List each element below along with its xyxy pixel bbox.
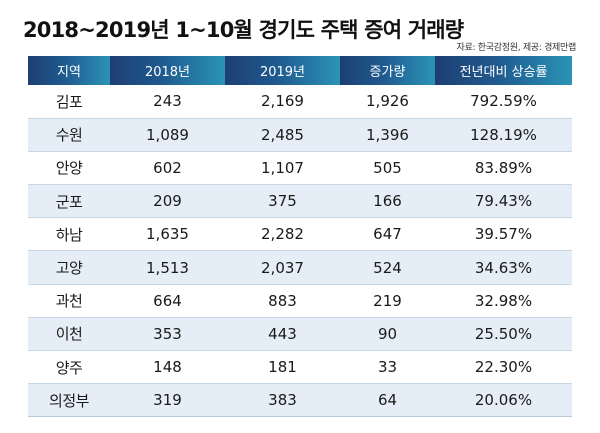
cell-increase: 64 (340, 383, 435, 418)
table-row: 과천 664 883 219 32.98% (28, 284, 572, 318)
cell-2018: 1,635 (110, 217, 225, 252)
cell-growth-rate: 79.43% (435, 184, 572, 219)
cell-increase: 166 (340, 184, 435, 219)
cell-increase: 219 (340, 284, 435, 318)
cell-2019: 2,169 (225, 85, 340, 119)
cell-2018: 1,513 (110, 250, 225, 285)
cell-2018: 148 (110, 350, 225, 385)
cell-growth-rate: 39.57% (435, 217, 572, 252)
cell-2019: 2,282 (225, 217, 340, 252)
cell-growth-rate: 32.98% (435, 284, 572, 318)
cell-2019: 2,037 (225, 250, 340, 285)
cell-2019: 883 (225, 284, 340, 318)
table-row: 고양 1,513 2,037 524 34.63% (28, 250, 572, 285)
table-row: 이천 353 443 90 25.50% (28, 317, 572, 352)
cell-2018: 209 (110, 184, 225, 219)
table-row: 안양 602 1,107 505 83.89% (28, 151, 572, 186)
cell-region: 의정부 (28, 383, 110, 418)
cell-2019: 375 (225, 184, 340, 219)
cell-increase: 1,396 (340, 118, 435, 152)
cell-increase: 33 (340, 350, 435, 385)
cell-2019: 2,485 (225, 118, 340, 152)
cell-increase: 1,926 (340, 85, 435, 119)
cell-2018: 602 (110, 151, 225, 186)
table-row: 군포 209 375 166 79.43% (28, 184, 572, 219)
cell-2019: 383 (225, 383, 340, 418)
cell-increase: 90 (340, 317, 435, 352)
data-table: 지역 2018년 2019년 증가량 전년대비 상승률 김포 243 2,169 1,… (28, 56, 572, 418)
cell-region: 군포 (28, 184, 110, 219)
cell-region: 과천 (28, 284, 110, 318)
cell-region: 하남 (28, 217, 110, 252)
cell-2019: 1,107 (225, 151, 340, 186)
table-header-row: 지역 2018년 2019년 증가량 전년대비 상승률 (28, 56, 572, 85)
source-note: 자료: 한국감정원, 제공: 경제만랩 (456, 43, 577, 53)
column-header-increase: 증가량 (340, 56, 435, 85)
table-body: 김포 243 2,169 1,926 792.59% 수원 1,089 2,485 1,396 1… (28, 85, 572, 418)
cell-2018: 353 (110, 317, 225, 352)
cell-region: 양주 (28, 350, 110, 385)
cell-region: 수원 (28, 118, 110, 152)
table-row: 김포 243 2,169 1,926 792.59% (28, 85, 572, 119)
cell-growth-rate: 20.06% (435, 383, 572, 418)
cell-2018: 243 (110, 85, 225, 119)
cell-2019: 443 (225, 317, 340, 352)
cell-increase: 505 (340, 151, 435, 186)
cell-2018: 664 (110, 284, 225, 318)
cell-region: 안양 (28, 151, 110, 186)
cell-growth-rate: 34.63% (435, 250, 572, 285)
cell-region: 김포 (28, 85, 110, 119)
cell-2018: 319 (110, 383, 225, 418)
cell-growth-rate: 792.59% (435, 85, 572, 119)
cell-growth-rate: 83.89% (435, 151, 572, 186)
cell-increase: 647 (340, 217, 435, 252)
table-row: 하남 1,635 2,282 647 39.57% (28, 217, 572, 252)
column-header-2018: 2018년 (110, 56, 225, 85)
cell-growth-rate: 25.50% (435, 317, 572, 352)
cell-growth-rate: 128.19% (435, 118, 572, 152)
cell-region: 이천 (28, 317, 110, 352)
cell-growth-rate: 22.30% (435, 350, 572, 385)
chart-title: 2018~2019년 1~10월 경기도 주택 증여 거래량 (23, 18, 464, 42)
column-header-2019: 2019년 (225, 56, 340, 85)
column-header-growth-rate: 전년대비 상승률 (435, 56, 572, 85)
column-header-region: 지역 (28, 56, 110, 85)
table-row: 의정부 319 383 64 20.06% (28, 383, 572, 418)
cell-increase: 524 (340, 250, 435, 285)
cell-region: 고양 (28, 250, 110, 285)
table-row: 수원 1,089 2,485 1,396 128.19% (28, 118, 572, 152)
cell-2018: 1,089 (110, 118, 225, 152)
cell-2019: 181 (225, 350, 340, 385)
table-row: 양주 148 181 33 22.30% (28, 350, 572, 385)
